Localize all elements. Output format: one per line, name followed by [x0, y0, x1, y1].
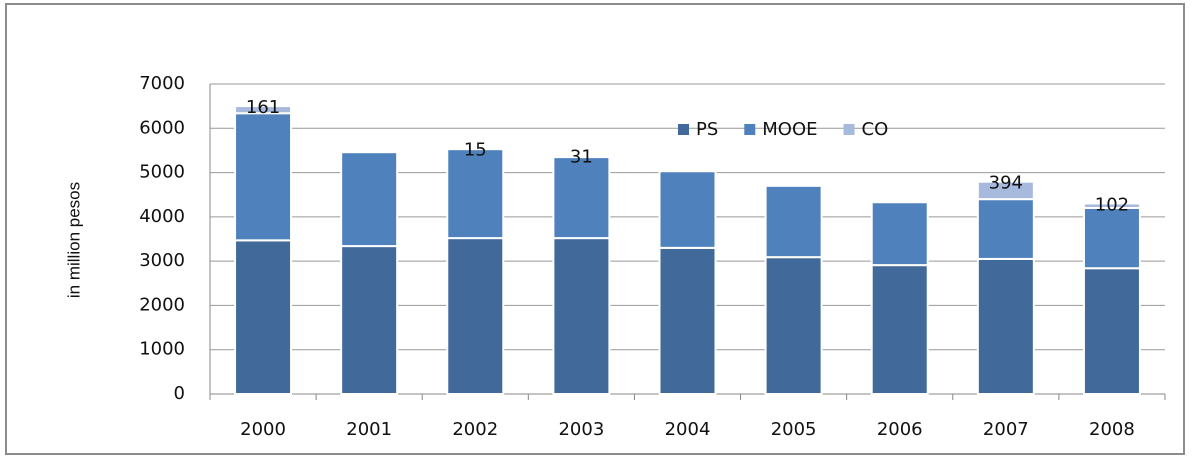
bar-segment: [446, 237, 505, 395]
y-tick-label: 6000: [139, 117, 185, 138]
bar-segment: [870, 201, 929, 267]
bar-segment: [552, 154, 611, 159]
x-tick-label: 2001: [346, 419, 392, 440]
bar-segment: [658, 170, 717, 249]
x-tick-label: 2005: [771, 419, 817, 440]
bar-segment: [552, 237, 611, 395]
bar-segment: [1082, 267, 1141, 396]
bar-segment: [764, 256, 823, 395]
bar-segment: [976, 198, 1035, 260]
data-label: 161: [246, 97, 280, 118]
x-tick-label: 2002: [452, 419, 498, 440]
legend-label: MOOE: [762, 119, 817, 140]
bar-segment: [976, 257, 1035, 395]
bar-segment: [870, 264, 929, 395]
x-tick-label: 2007: [983, 419, 1029, 440]
bar-segment: [658, 246, 717, 395]
bar-segment: [234, 239, 293, 395]
x-tick-label: 2006: [877, 419, 923, 440]
bar-segment: [552, 156, 611, 240]
bar-segment: [234, 112, 293, 242]
x-tick-label: 2004: [665, 419, 711, 440]
y-tick-label: 0: [174, 383, 185, 404]
y-tick-label: 1000: [139, 339, 185, 360]
bar-segment: [340, 151, 399, 248]
legend-swatch: [678, 124, 689, 135]
bar-segment: [340, 245, 399, 395]
data-label: 15: [464, 139, 487, 160]
data-label: 102: [1095, 194, 1129, 215]
x-tick-label: 2003: [558, 419, 604, 440]
bar-segment: [446, 147, 505, 151]
y-tick-label: 5000: [139, 162, 185, 183]
y-tick-label: 2000: [139, 294, 185, 315]
bar-segment: [1082, 202, 1141, 210]
y-tick-label: 3000: [139, 250, 185, 271]
bar-segment: [1082, 207, 1141, 270]
data-label: 394: [989, 173, 1023, 194]
x-tick-label: 2008: [1089, 419, 1135, 440]
legend-label: PS: [696, 119, 718, 140]
bar-segment: [234, 105, 293, 115]
legend-swatch: [843, 124, 855, 135]
y-tick-label: 7000: [139, 73, 185, 94]
bar-segment: [446, 148, 505, 240]
chart-frame: [5, 3, 1185, 455]
legend-label: CO: [862, 119, 889, 140]
bar-segment: [976, 180, 1035, 201]
y-tick-label: 4000: [139, 206, 185, 227]
bar-segment: [764, 184, 823, 259]
y-axis-title: in million pesos: [64, 182, 83, 298]
legend-swatch: [744, 124, 756, 135]
x-tick-label: 2000: [240, 419, 286, 440]
data-label: 31: [570, 147, 593, 168]
